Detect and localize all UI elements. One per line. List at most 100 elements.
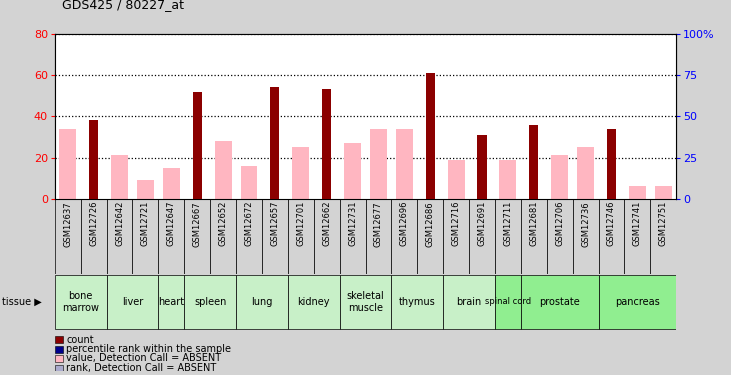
Text: GSM12691: GSM12691 xyxy=(477,201,487,246)
Text: liver: liver xyxy=(122,297,143,307)
Bar xyxy=(499,160,516,199)
Bar xyxy=(137,180,154,199)
Bar xyxy=(80,199,107,274)
Text: GSM12686: GSM12686 xyxy=(425,201,435,247)
Bar xyxy=(132,199,159,274)
Text: GSM12672: GSM12672 xyxy=(244,201,254,246)
Bar xyxy=(59,129,76,199)
Bar xyxy=(288,199,314,274)
Text: GSM12642: GSM12642 xyxy=(115,201,124,246)
Text: GSM12677: GSM12677 xyxy=(374,201,383,247)
Bar xyxy=(521,275,599,329)
Bar xyxy=(111,155,128,199)
Text: GSM12716: GSM12716 xyxy=(452,201,461,246)
Text: GSM12731: GSM12731 xyxy=(348,201,357,246)
Bar xyxy=(159,199,184,274)
Bar xyxy=(655,186,672,199)
Bar xyxy=(651,199,676,274)
Text: kidney: kidney xyxy=(298,297,330,307)
Bar xyxy=(193,92,202,199)
Text: GSM12647: GSM12647 xyxy=(167,201,176,246)
Bar xyxy=(89,120,98,199)
Bar xyxy=(443,199,469,274)
Text: percentile rank within the sample: percentile rank within the sample xyxy=(66,344,231,354)
Text: value, Detection Call = ABSENT: value, Detection Call = ABSENT xyxy=(66,354,221,363)
Bar xyxy=(599,199,624,274)
Bar xyxy=(340,275,391,329)
Text: spinal cord: spinal cord xyxy=(485,297,531,306)
Bar xyxy=(163,168,180,199)
Bar xyxy=(477,135,487,199)
Bar xyxy=(292,147,309,199)
Bar xyxy=(417,199,443,274)
Bar xyxy=(215,141,232,199)
Bar xyxy=(551,155,568,199)
Bar xyxy=(270,87,279,199)
Bar xyxy=(262,199,288,274)
Bar xyxy=(236,275,288,329)
Bar xyxy=(425,73,435,199)
Text: prostate: prostate xyxy=(539,297,580,307)
Text: skeletal
muscle: skeletal muscle xyxy=(346,291,385,313)
Bar xyxy=(107,199,132,274)
Bar xyxy=(55,275,107,329)
Bar xyxy=(495,199,520,274)
Text: GSM12741: GSM12741 xyxy=(633,201,642,246)
Bar xyxy=(547,199,572,274)
Bar xyxy=(607,129,616,199)
Text: lung: lung xyxy=(251,297,273,307)
Text: GSM12652: GSM12652 xyxy=(219,201,227,246)
Bar xyxy=(396,129,413,199)
Text: GSM12711: GSM12711 xyxy=(504,201,512,246)
Text: rank, Detection Call = ABSENT: rank, Detection Call = ABSENT xyxy=(66,363,216,373)
Bar xyxy=(447,160,464,199)
Bar xyxy=(629,186,645,199)
Bar xyxy=(314,199,340,274)
Bar xyxy=(599,275,676,329)
Bar xyxy=(340,199,366,274)
Bar xyxy=(572,199,599,274)
Text: GSM12696: GSM12696 xyxy=(400,201,409,246)
Text: count: count xyxy=(66,335,94,345)
Bar xyxy=(184,199,211,274)
Text: GSM12662: GSM12662 xyxy=(322,201,331,246)
Text: spleen: spleen xyxy=(194,297,227,307)
Text: bone
marrow: bone marrow xyxy=(62,291,99,313)
Bar xyxy=(184,275,236,329)
Bar xyxy=(55,364,63,371)
Bar xyxy=(344,143,361,199)
Bar xyxy=(55,346,63,352)
Bar xyxy=(469,199,495,274)
Bar xyxy=(495,275,520,329)
Bar xyxy=(55,355,63,362)
Bar xyxy=(370,129,387,199)
Bar xyxy=(240,166,257,199)
Bar xyxy=(443,275,495,329)
Bar xyxy=(211,199,236,274)
Text: heart: heart xyxy=(159,297,184,307)
Text: GSM12667: GSM12667 xyxy=(193,201,202,247)
Bar xyxy=(391,199,417,274)
Bar xyxy=(159,275,184,329)
Text: brain: brain xyxy=(456,297,482,307)
Bar xyxy=(529,124,538,199)
Text: GDS425 / 80227_at: GDS425 / 80227_at xyxy=(62,0,184,11)
Bar xyxy=(55,199,80,274)
Text: GSM12681: GSM12681 xyxy=(529,201,538,246)
Bar xyxy=(107,275,159,329)
Text: GSM12721: GSM12721 xyxy=(141,201,150,246)
Bar xyxy=(288,275,340,329)
Bar xyxy=(55,336,63,343)
Text: tissue ▶: tissue ▶ xyxy=(2,297,42,307)
Text: GSM12637: GSM12637 xyxy=(64,201,72,247)
Bar xyxy=(322,90,331,199)
Bar xyxy=(624,199,651,274)
Text: GSM12706: GSM12706 xyxy=(555,201,564,246)
Text: GSM12736: GSM12736 xyxy=(581,201,590,247)
Text: pancreas: pancreas xyxy=(615,297,659,307)
Text: GSM12657: GSM12657 xyxy=(270,201,279,246)
Text: GSM12751: GSM12751 xyxy=(659,201,667,246)
Bar xyxy=(521,199,547,274)
Text: GSM12746: GSM12746 xyxy=(607,201,616,246)
Bar xyxy=(236,199,262,274)
